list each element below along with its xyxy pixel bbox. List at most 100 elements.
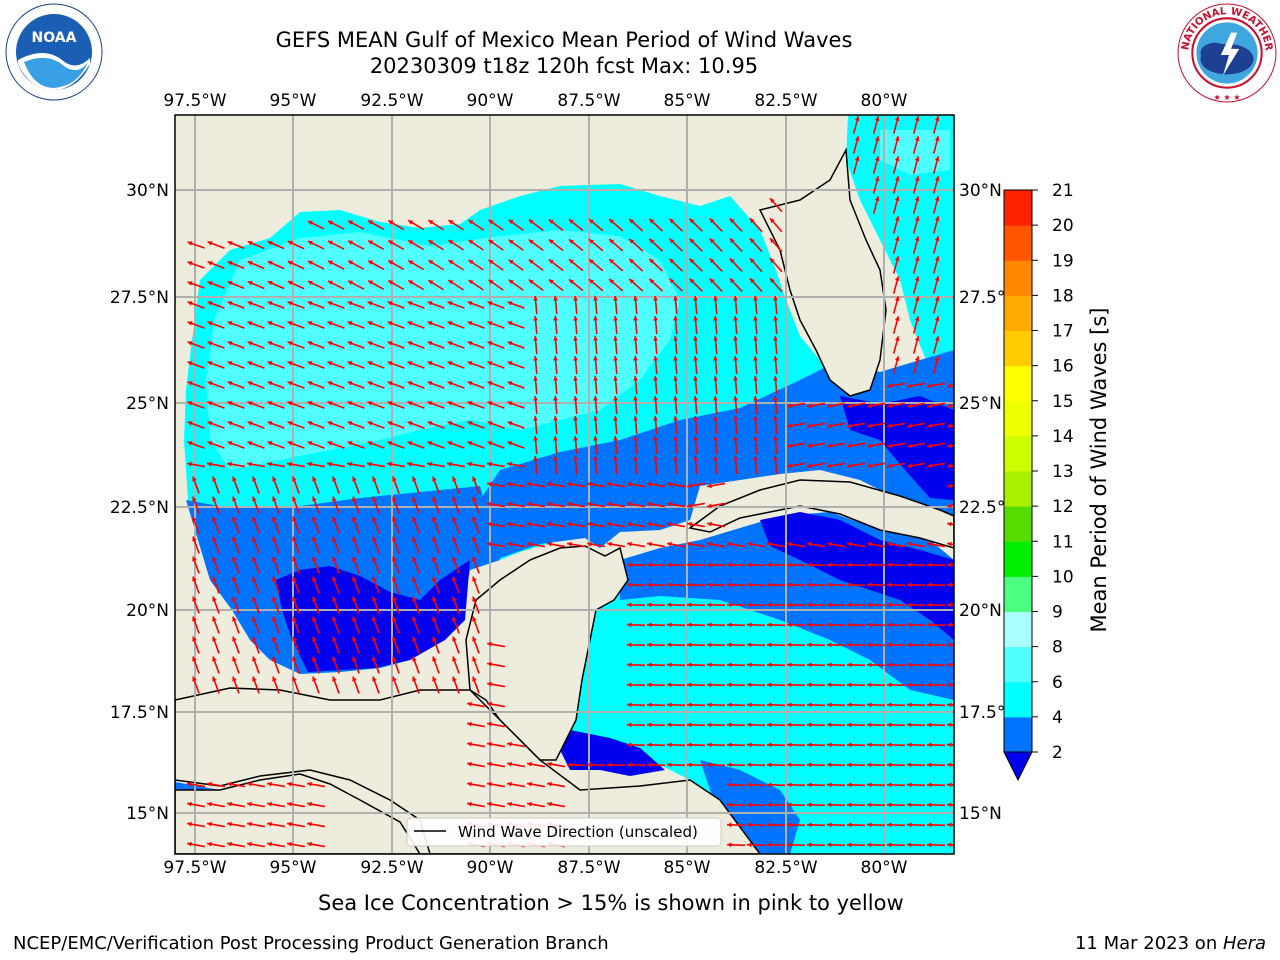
wave-direction-arrow — [628, 258, 644, 272]
wave-direction-arrow — [846, 782, 866, 788]
wave-direction-arrow — [507, 321, 525, 329]
wave-direction-arrow — [347, 401, 365, 409]
wave-direction-arrow — [733, 335, 738, 355]
wave-direction-arrow — [932, 216, 940, 234]
wave-direction-arrow — [553, 415, 558, 435]
wave-direction-arrow — [387, 401, 405, 409]
wave-direction-arrow — [786, 662, 806, 668]
wave-direction-arrow — [946, 722, 954, 728]
wave-direction-arrow — [729, 257, 743, 273]
wave-direction-arrow — [387, 239, 405, 251]
wave-direction-arrow — [533, 435, 538, 455]
wave-direction-arrow — [946, 602, 954, 608]
colorbar-band — [1004, 295, 1032, 331]
wave-direction-arrow — [726, 662, 746, 668]
wave-direction-arrow — [626, 481, 646, 488]
wave-direction-arrow — [292, 596, 300, 614]
wave-direction-arrow — [806, 562, 826, 568]
wave-direction-arrow — [486, 721, 506, 728]
wave-direction-arrow — [586, 762, 606, 768]
wave-direction-arrow — [392, 616, 400, 634]
map-subtitle: 20230309 t18z 120h fcst Max: 10.95 — [369, 54, 759, 78]
wave-direction-arrow — [568, 258, 584, 272]
wave-direction-arrow — [946, 423, 954, 429]
wave-direction-arrow — [906, 622, 926, 628]
map-frame — [174, 114, 955, 855]
wave-direction-arrow — [506, 741, 526, 748]
wave-direction-arrow — [753, 355, 758, 375]
wave-direction-arrow — [886, 662, 906, 668]
wave-direction-arrow — [267, 301, 285, 309]
wave-direction-arrow — [713, 295, 718, 315]
wave-direction-arrow — [212, 556, 220, 574]
wave-direction-arrow — [866, 541, 886, 548]
wave-direction-arrow — [533, 375, 538, 395]
wave-direction-arrow — [926, 602, 946, 608]
wave-direction-arrow — [906, 822, 926, 828]
wave-direction-arrow — [666, 622, 686, 628]
wave-direction-arrow — [407, 361, 425, 369]
wave-direction-arrow — [287, 280, 305, 290]
wave-direction-arrow — [367, 321, 385, 329]
wave-direction-arrow — [653, 295, 658, 315]
wave-direction-arrow — [846, 582, 866, 588]
wave-direction-arrow — [412, 596, 420, 614]
wave-direction-arrow — [733, 315, 738, 335]
wave-direction-arrow — [686, 541, 706, 548]
wave-direction-arrow — [786, 402, 806, 409]
wave-direction-arrow — [746, 682, 766, 688]
wave-direction-arrow — [706, 521, 726, 528]
wave-direction-arrow — [306, 821, 326, 828]
wave-direction-arrow — [769, 277, 783, 293]
wave-direction-arrow — [533, 455, 538, 475]
wave-direction-arrow — [267, 361, 285, 369]
wave-direction-arrow — [726, 822, 746, 828]
wave-direction-arrow — [352, 496, 360, 514]
wave-direction-arrow — [387, 421, 405, 429]
wave-direction-arrow — [726, 582, 746, 588]
wave-direction-arrow — [593, 375, 598, 395]
wave-direction-arrow — [486, 741, 506, 748]
wave-direction-arrow — [186, 781, 206, 788]
wave-direction-arrow — [206, 801, 226, 808]
wave-direction-arrow — [447, 301, 465, 309]
wave-direction-arrow — [533, 415, 538, 435]
wave-direction-arrow — [472, 616, 480, 634]
wave-direction-arrow — [653, 355, 658, 375]
wave-direction-arrow — [327, 280, 345, 290]
wave-direction-arrow — [467, 361, 485, 369]
wave-direction-arrow — [906, 402, 926, 409]
wave-direction-arrow — [332, 556, 340, 574]
wave-direction-arrow — [452, 536, 460, 554]
wave-direction-arrow — [472, 656, 480, 674]
wave-direction-arrow — [528, 258, 544, 272]
wave-direction-arrow — [646, 662, 666, 668]
wave-direction-arrow — [606, 501, 626, 508]
wave-direction-arrow — [606, 521, 626, 528]
wave-direction-arrow — [906, 602, 926, 608]
wave-direction-arrow — [232, 676, 240, 694]
wave-direction-arrow — [506, 541, 526, 548]
arrow-legend: Wind Wave Direction (unscaled) — [406, 817, 722, 847]
wave-direction-arrow — [387, 381, 405, 389]
wave-direction-arrow — [553, 315, 558, 335]
wave-direction-arrow — [247, 301, 265, 309]
wave-direction-arrow — [487, 401, 505, 409]
wave-direction-arrow — [392, 596, 400, 614]
wave-direction-arrow — [287, 401, 305, 409]
wave-direction-arrow — [247, 321, 265, 329]
wave-direction-arrow — [886, 642, 906, 648]
wave-direction-arrow — [709, 277, 723, 293]
wave-direction-arrow — [467, 421, 485, 429]
wave-direction-arrow — [367, 279, 385, 291]
wave-direction-arrow — [546, 761, 566, 768]
colorbar-band — [1004, 400, 1032, 437]
wave-direction-arrow — [906, 842, 926, 848]
wave-direction-arrow — [486, 461, 506, 468]
wave-direction-arrow — [773, 315, 778, 335]
wave-direction-arrow — [766, 662, 786, 668]
colorbar-band — [1004, 190, 1032, 226]
wave-direction-arrow — [267, 381, 285, 389]
nws-logo: NATIONAL WEATHER SERVICE ★ ★ ★ — [1176, 2, 1277, 103]
wave-direction-arrow — [626, 622, 646, 628]
